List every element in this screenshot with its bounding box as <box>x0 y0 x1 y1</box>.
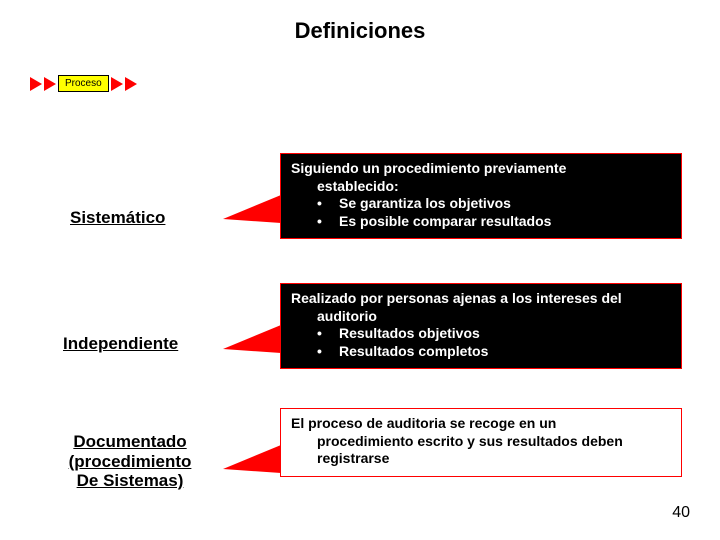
callout-body: Realizado por personas ajenas a los inte… <box>280 283 682 369</box>
callout-bullet: Resultados completos <box>317 343 671 361</box>
callout-text: auditorio <box>317 308 671 326</box>
process-box: Proceso <box>58 75 109 92</box>
arrow-right-icon <box>44 77 56 91</box>
term-line: Documentado <box>73 432 186 451</box>
callout-text: establecido: <box>317 178 671 196</box>
callout-text: Siguiendo un procedimiento previamente <box>291 160 671 178</box>
callout-body: Siguiendo un procedimiento previamente e… <box>280 153 682 239</box>
arrow-right-icon <box>30 77 42 91</box>
arrow-right-icon <box>111 77 123 91</box>
callout-text: Realizado por personas ajenas a los inte… <box>291 290 671 308</box>
callout-tail-icon <box>223 325 281 353</box>
term-sistematico: Sistemático <box>70 208 165 228</box>
callout-text: procedimiento escrito y sus resultados d… <box>317 433 671 451</box>
callout-text: El proceso de auditoria se recoge en un <box>291 415 671 433</box>
page-title: Definiciones <box>0 18 720 44</box>
callout-tail-icon <box>223 445 281 473</box>
callout-bullet: Es posible comparar resultados <box>317 213 671 231</box>
page-number: 40 <box>672 504 690 522</box>
callout-bullet: Se garantiza los objetivos <box>317 195 671 213</box>
term-line: De Sistemas) <box>77 471 184 490</box>
term-documentado: Documentado (procedimiento De Sistemas) <box>60 432 200 491</box>
callout-bullet: Resultados objetivos <box>317 325 671 343</box>
term-independiente: Independiente <box>63 334 178 354</box>
term-line: (procedimiento <box>69 452 192 471</box>
arrow-right-icon <box>125 77 137 91</box>
callout-tail-icon <box>223 195 281 223</box>
process-flow: Proceso <box>30 75 137 92</box>
callout-text: registrarse <box>317 450 671 468</box>
callout-body: El proceso de auditoria se recoge en un … <box>280 408 682 477</box>
